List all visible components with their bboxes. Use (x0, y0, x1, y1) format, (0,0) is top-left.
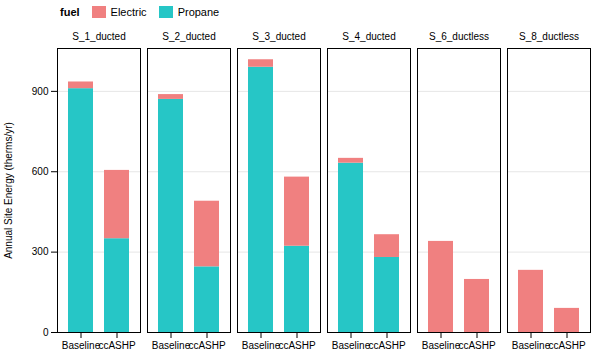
svg-text:Baseline: Baseline (152, 340, 191, 351)
svg-text:S_6_ductless: S_6_ductless (429, 31, 489, 42)
svg-text:600: 600 (32, 166, 49, 177)
svg-text:S_2_ducted: S_2_ducted (162, 31, 215, 42)
svg-text:900: 900 (32, 86, 49, 97)
svg-text:ccASHP: ccASHP (458, 340, 496, 351)
svg-text:Baseline: Baseline (512, 340, 551, 351)
svg-text:S_4_ducted: S_4_ducted (342, 31, 395, 42)
svg-text:300: 300 (32, 246, 49, 257)
svg-text:Annual Site Energy (therms/yr): Annual Site Energy (therms/yr) (3, 122, 14, 259)
svg-text:S_1_ducted: S_1_ducted (72, 31, 125, 42)
svg-text:S_3_ducted: S_3_ducted (252, 31, 305, 42)
html-text:Propane: Propane (177, 6, 220, 18)
svg-text:Baseline: Baseline (62, 340, 101, 351)
svg-text:Baseline: Baseline (332, 340, 371, 351)
svg-text:ccASHP: ccASHP (278, 340, 316, 351)
svg-text:ccASHP: ccASHP (548, 340, 586, 351)
svg-text:Baseline: Baseline (242, 340, 281, 351)
svg-text:ccASHP: ccASHP (368, 340, 406, 351)
html-text:fuel: fuel (60, 6, 80, 18)
html-text:Electric: Electric (110, 6, 147, 18)
svg-text:ccASHP: ccASHP (98, 340, 136, 351)
svg-text:0: 0 (43, 327, 49, 338)
svg-text:ccASHP: ccASHP (188, 340, 226, 351)
svg-text:S_8_ductless: S_8_ductless (519, 31, 579, 42)
svg-text:Baseline: Baseline (422, 340, 461, 351)
